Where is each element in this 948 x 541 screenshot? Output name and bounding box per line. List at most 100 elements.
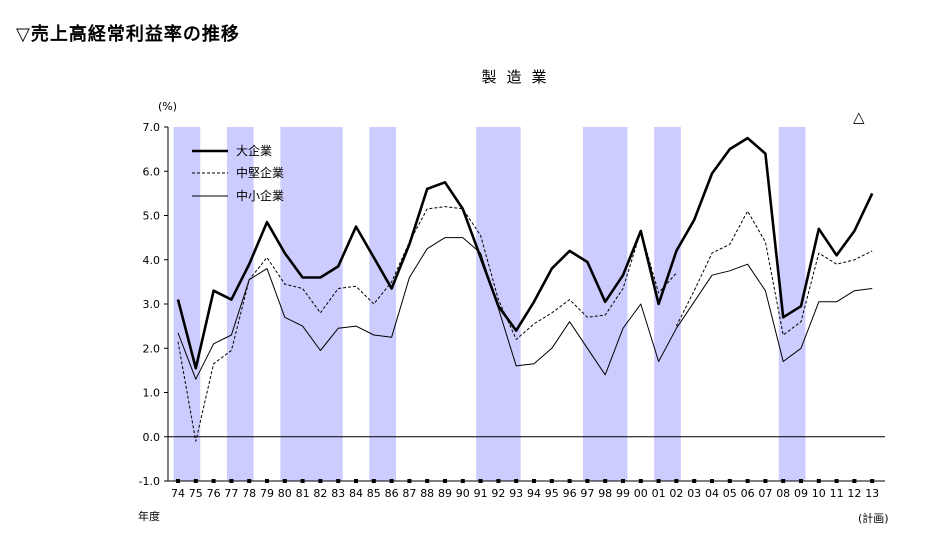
tick-labels: 7.0 6.0 5.0 4.0 3.0 2.0 1.0 0.0 -1.0 74 75 76 77 78 79… [139,121,880,500]
x-tick-mark [336,479,341,483]
x-tick-mark [799,479,803,483]
x-tick-label: 02 [669,487,683,500]
x-tick-mark [763,479,768,483]
page-heading: ▽売上高経常利益率の推移 [16,24,240,45]
x-tick-mark [425,479,430,483]
x-tick-mark [870,479,875,483]
x-tick-label: 96 [563,487,577,500]
x-tick-label: 01 [652,487,666,500]
x-tick-mark [300,479,305,483]
x-tick-mark [478,479,483,483]
y-tick-label: 5.0 [143,210,161,223]
x-tick-mark [354,479,358,483]
shaded-period [173,127,201,481]
x-tick-mark [585,479,590,483]
series-line-1 [176,136,874,370]
x-tick-label: 86 [385,487,399,500]
x-tick-label: 76 [207,487,221,500]
x-tick-mark [496,479,501,483]
x-tick-mark [567,479,572,483]
x-tick-label: 94 [527,487,541,500]
legend-label: 大企業 [236,143,272,158]
x-tick-mark [318,479,323,483]
x-tick-mark [389,479,394,483]
shaded-period [226,127,254,481]
x-tick-label: 03 [687,487,701,500]
x-tick-label: 74 [171,487,185,500]
y-axis-unit: (%) [158,100,177,113]
x-tick-mark [603,479,608,483]
plan-marker: △ [853,108,865,126]
x-tick-label: 04 [705,487,719,500]
chart-title: 製造業 [481,68,556,86]
x-axis-note: (計画) [858,511,889,525]
x-tick-mark [282,479,287,483]
x-tick-label: 84 [349,487,363,500]
x-tick-mark [727,479,732,483]
series-lines [176,136,874,442]
x-tick-label: 82 [313,487,327,500]
legend-label: 中小企業 [236,188,284,203]
series-line-2-segment2 [675,210,873,336]
x-tick-mark [265,479,269,483]
x-tick-mark [549,479,554,483]
x-axis-label: 年度 [138,509,160,523]
y-tick-label: 2.0 [143,342,161,355]
x-tick-label: 78 [242,487,256,500]
x-tick-label: 90 [456,487,470,500]
x-tick-label: 05 [723,487,737,500]
y-tick-label: 0.0 [143,431,161,444]
x-tick-label: 08 [776,487,790,500]
x-tick-mark [176,479,180,483]
x-tick-mark [834,479,839,483]
x-tick-mark [247,479,252,483]
x-tick-mark [229,479,234,483]
x-tick-label: 85 [367,487,381,500]
x-tick-mark [407,479,412,483]
x-tick-label: 95 [545,487,559,500]
x-tick-mark [514,479,519,483]
y-tick-label: 7.0 [143,121,161,134]
x-tick-label: 06 [741,487,755,500]
x-tick-label: 83 [331,487,345,500]
x-tick-label: 89 [438,487,452,500]
x-tick-mark [532,479,536,483]
x-tick-mark [710,479,714,483]
chart-axes [164,126,885,483]
x-tick-mark [460,479,465,483]
x-tick-label: 93 [509,487,523,500]
x-tick-mark [371,479,376,483]
x-tick-label: 11 [830,487,844,500]
x-tick-label: 99 [616,487,630,500]
y-tick-label: 3.0 [143,298,161,311]
x-tick-mark [638,479,643,483]
x-tick-label: 91 [474,487,488,500]
series-line-2 [177,206,677,442]
x-tick-label: 13 [865,487,879,500]
x-tick-label: 10 [812,487,826,500]
shaded-period [280,127,343,481]
x-tick-label: 80 [278,487,292,500]
x-tick-mark [211,479,216,483]
x-tick-mark [621,479,625,483]
x-tick-label: 87 [402,487,416,500]
x-tick-label: 79 [260,487,274,500]
shaded-period [369,127,397,481]
x-tick-label: 75 [189,487,203,500]
x-tick-mark [692,479,697,483]
y-tick-label: 1.0 [143,387,161,400]
x-tick-label: 98 [598,487,612,500]
y-tick-label: 6.0 [143,165,161,178]
x-tick-label: 00 [634,487,648,500]
x-tick-label: 92 [491,487,505,500]
x-tick-label: 09 [794,487,808,500]
legend-label: 中堅企業 [236,165,284,180]
x-tick-label: 97 [580,487,594,500]
x-tick-mark [745,479,750,483]
y-tick-label: 4.0 [143,254,161,267]
x-tick-label: 12 [847,487,861,500]
x-tick-mark [656,479,661,483]
x-tick-label: 88 [420,487,434,500]
